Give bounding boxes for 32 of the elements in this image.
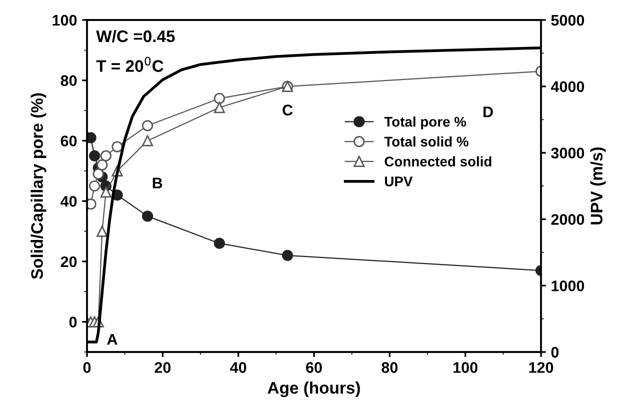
x-tick-label: 40 (230, 362, 246, 373)
x-tick-label: 100 (454, 362, 478, 373)
legend-label: Connected solid (384, 156, 492, 166)
y-tick-label: 80 (60, 75, 77, 86)
x-axis-title: Age (hours) (268, 382, 360, 398)
legend-label: Total solid % (384, 136, 468, 147)
y2-tick-label: 2000 (551, 214, 584, 225)
y-axis-title: Solid/Capillary pore (%) (30, 93, 46, 280)
annotation: W/C =0.45 (96, 30, 175, 42)
x-tick-label: 120 (529, 362, 554, 373)
y-tick-label: 0 (69, 316, 77, 328)
y-tick-label: 40 (60, 196, 77, 207)
annotation: C (282, 104, 293, 116)
y-tick-label: 20 (60, 256, 77, 268)
annotation: T = 20$^{0}$C (96, 56, 164, 72)
y2-tick-label: 3000 (551, 148, 584, 159)
annotation: D (484, 106, 493, 118)
annotation: A (107, 334, 118, 345)
x-tick-label: 60 (306, 362, 322, 373)
y-tick-label: 100 (52, 14, 77, 26)
x-tick-label: 80 (382, 362, 398, 373)
x-tick-label: 20 (154, 362, 171, 373)
y2-tick-label: 1000 (552, 280, 584, 292)
y2-tick-label: 4000 (550, 81, 584, 92)
y2-tick-label: 5000 (551, 14, 584, 26)
x-tick-label: 0 (83, 362, 91, 373)
y2-tick-label: 0 (551, 346, 559, 358)
y2-axis-title: UPV (m/s) (590, 147, 606, 224)
legend-label: UPV (384, 176, 413, 186)
legend-label: Total pore % (384, 116, 466, 130)
y-tick-label: 60 (60, 136, 77, 146)
annotation: B (152, 178, 162, 188)
